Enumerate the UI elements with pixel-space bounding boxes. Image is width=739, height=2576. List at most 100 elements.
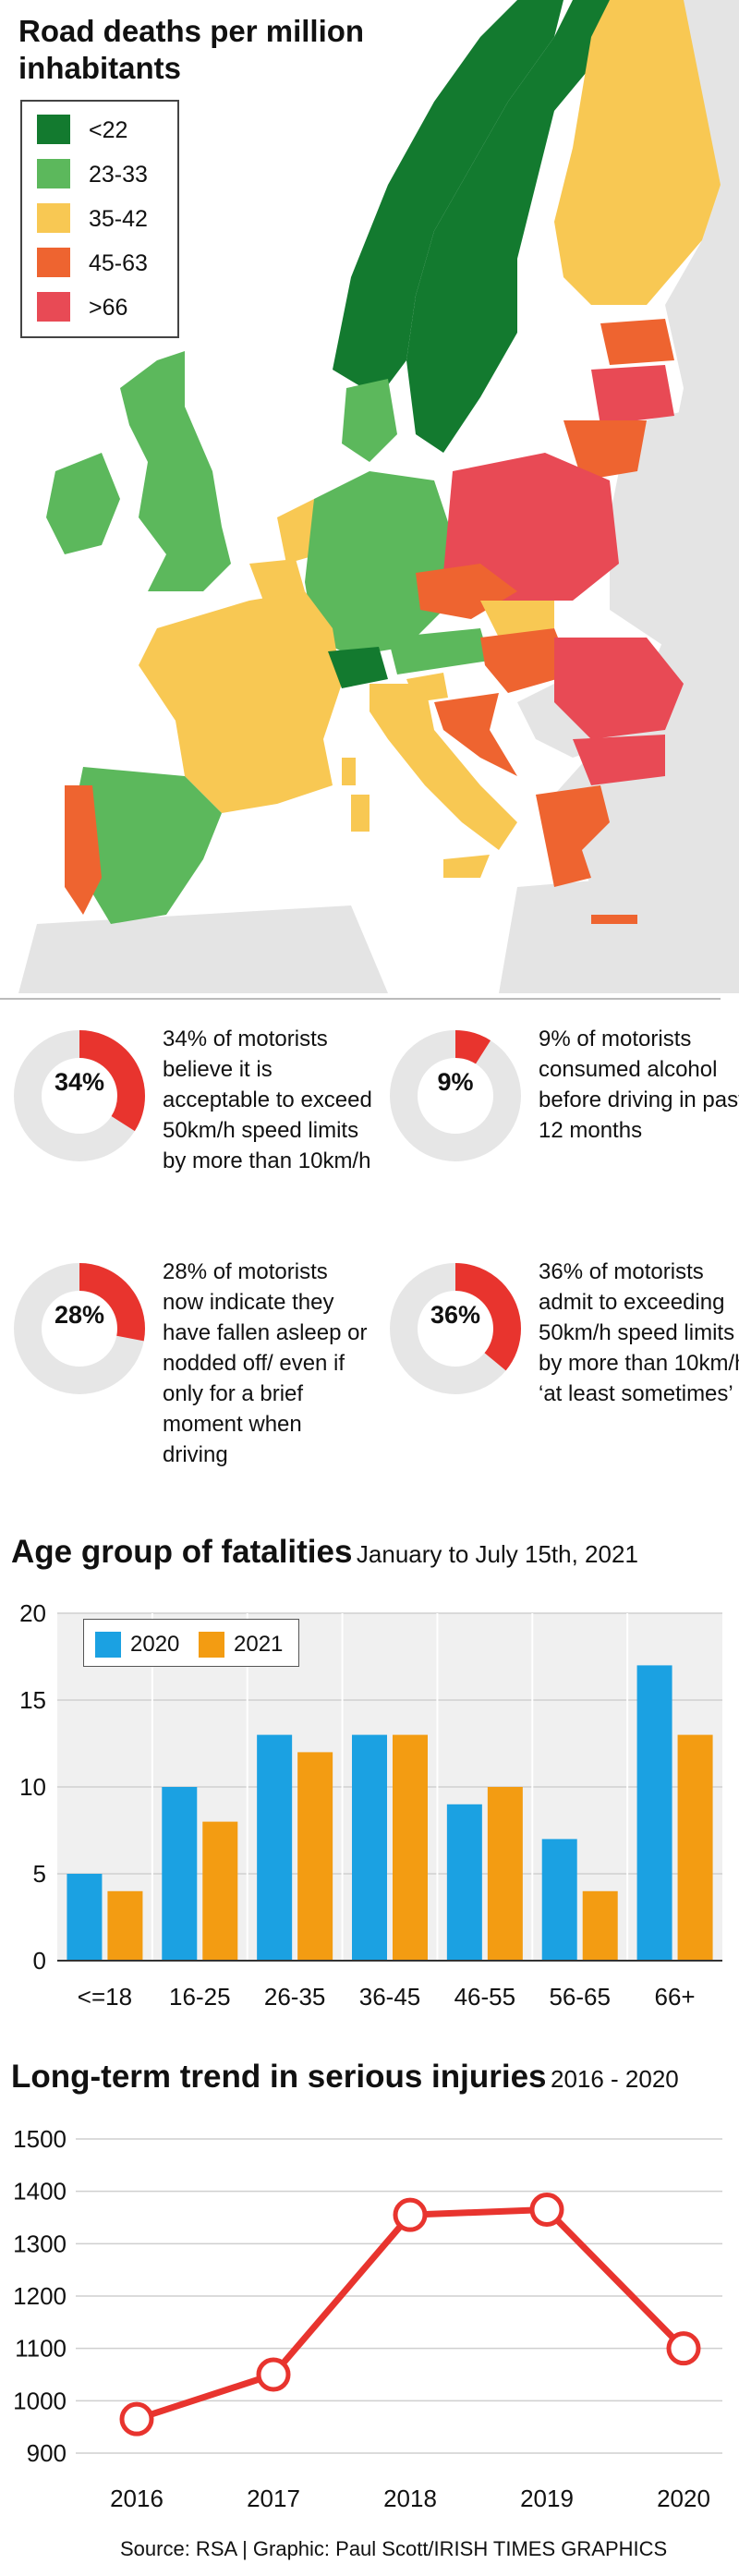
data-point-2019	[529, 2193, 564, 2227]
x-tick-label: 16-25	[169, 1983, 231, 2011]
stat-item: 34% 34% of motorists believe it is accep…	[7, 1024, 372, 1227]
legend-label: >66	[89, 295, 128, 321]
bar-chart-title: Age group of fatalities January to July …	[11, 1534, 638, 1571]
austria	[388, 628, 490, 674]
donut-chart	[390, 1263, 521, 1394]
legend-label-2020: 2020	[130, 1632, 180, 1657]
bar-chart-subtitle: January to July 15th, 2021	[356, 1540, 638, 1568]
netherlands	[277, 499, 319, 564]
y-tick-label: 10	[19, 1773, 46, 1801]
legend-label: 23-33	[89, 162, 148, 188]
russia-land	[554, 0, 739, 924]
stat-text: 36% of motorists admit to exceeding 50km…	[539, 1259, 739, 1406]
donut-percent: 28%	[54, 1301, 105, 1329]
y-tick-label: 20	[19, 1599, 46, 1627]
italy	[370, 684, 517, 850]
line-chart-title-main: Long-term trend in serious injuries	[11, 2059, 547, 2095]
map-title: Road deaths per million inhabitants	[18, 13, 364, 87]
y-tick-label: 1500	[13, 2125, 67, 2153]
legend-item: <22	[37, 115, 176, 144]
bar-2020-66+	[636, 1665, 672, 1961]
bar-2020-26-35	[257, 1734, 293, 1961]
map-section: Road deaths per million inhabitants <22 …	[0, 0, 739, 998]
lithuania	[563, 420, 647, 480]
belarus-ukraine	[610, 407, 730, 647]
spain	[74, 767, 222, 924]
y-tick-label: 15	[19, 1686, 46, 1714]
data-point-2016	[119, 2401, 154, 2436]
stat-item: 36% 36% of motorists admit to exceeding …	[383, 1257, 739, 1460]
map-title-line2: inhabitants	[18, 51, 182, 85]
source-credit: Source: RSA | Graphic: Paul Scott/IRISH …	[120, 2537, 668, 2560]
line-chart-subtitle: 2016 - 2020	[550, 2065, 679, 2093]
denmark	[342, 379, 397, 462]
bar-chart-legend: 2020 2021	[83, 1619, 299, 1667]
x-tick-label: 26-35	[264, 1983, 326, 2011]
ireland	[46, 453, 120, 554]
y-tick-label: 5	[33, 1860, 46, 1888]
donut-chart	[390, 1030, 521, 1161]
africa-land	[18, 905, 388, 993]
donut-arc	[390, 1263, 521, 1394]
x-tick-label: <=18	[78, 1983, 132, 2011]
slovakia	[480, 601, 554, 638]
bar-2020-<=18	[67, 1874, 103, 1961]
y-tick-label: 0	[33, 1947, 46, 1975]
legend-swatch-2020	[95, 1632, 121, 1658]
legend-swatch	[37, 248, 70, 277]
bar-2021-66+	[677, 1734, 713, 1961]
donut-percent: 34%	[54, 1068, 105, 1096]
map-legend: <22 23-33 35-42 45-63 >66	[20, 100, 179, 338]
stat-item: 9% 9% of motorists consumed alcohol befo…	[383, 1024, 739, 1227]
legend-item: 45-63	[37, 248, 176, 277]
x-tick-label: 66+	[655, 1983, 696, 2011]
data-point-2018	[393, 2197, 428, 2232]
donut-percent: 9%	[437, 1068, 474, 1096]
switzerland	[328, 647, 388, 688]
data-point-2017	[256, 2357, 291, 2392]
legend-label: <22	[89, 117, 128, 143]
legend-label: 35-42	[89, 206, 148, 232]
y-tick-label: 1000	[13, 2387, 67, 2414]
germany	[305, 471, 453, 656]
bar-2020-46-55	[446, 1804, 482, 1961]
great-britain	[120, 351, 231, 591]
greece	[536, 785, 610, 887]
x-tick-label: 46-55	[454, 1983, 516, 2011]
crete	[591, 915, 637, 924]
stat-text: 34% of motorists believe it is acceptabl…	[163, 1027, 372, 1173]
donut-chart	[14, 1030, 145, 1161]
corsica	[342, 758, 356, 785]
croatia	[434, 693, 517, 776]
x-tick-label: 56-65	[549, 1983, 611, 2011]
stat-text: 28% of motorists now indicate they have …	[163, 1259, 368, 1467]
finland	[554, 0, 721, 305]
bar-2021-<=18	[107, 1890, 143, 1961]
x-tick-label: 36-45	[359, 1983, 421, 2011]
x-tick-label: 2016	[110, 2485, 164, 2512]
bar-2021-36-45	[393, 1734, 428, 1961]
legend-label-2021: 2021	[234, 1632, 284, 1657]
belgium	[249, 559, 305, 601]
y-tick-label: 1100	[15, 2335, 67, 2363]
bulgaria	[573, 735, 665, 785]
hungary	[480, 628, 573, 693]
x-tick-label: 2017	[247, 2485, 300, 2512]
line-chart-title: Long-term trend in serious injuries 2016…	[11, 2059, 679, 2096]
turkey-land	[499, 869, 739, 993]
y-tick-label: 1400	[13, 2178, 67, 2205]
donut-chart	[14, 1263, 145, 1394]
legend-item: 23-33	[37, 159, 176, 188]
x-tick-label: 2018	[383, 2485, 437, 2512]
portugal	[65, 785, 102, 915]
europe-map	[0, 0, 739, 998]
stat-text: 9% of motorists consumed alcohol before …	[539, 1027, 739, 1143]
poland	[443, 453, 619, 601]
donut-percent: 36%	[430, 1301, 481, 1329]
bar-2020-56-65	[541, 1839, 577, 1961]
y-tick-label: 900	[27, 2439, 67, 2467]
donut-arc	[14, 1030, 145, 1161]
bar-2020-16-25	[162, 1787, 198, 1961]
legend-label: 45-63	[89, 250, 148, 276]
bar-2021-16-25	[202, 1821, 238, 1961]
